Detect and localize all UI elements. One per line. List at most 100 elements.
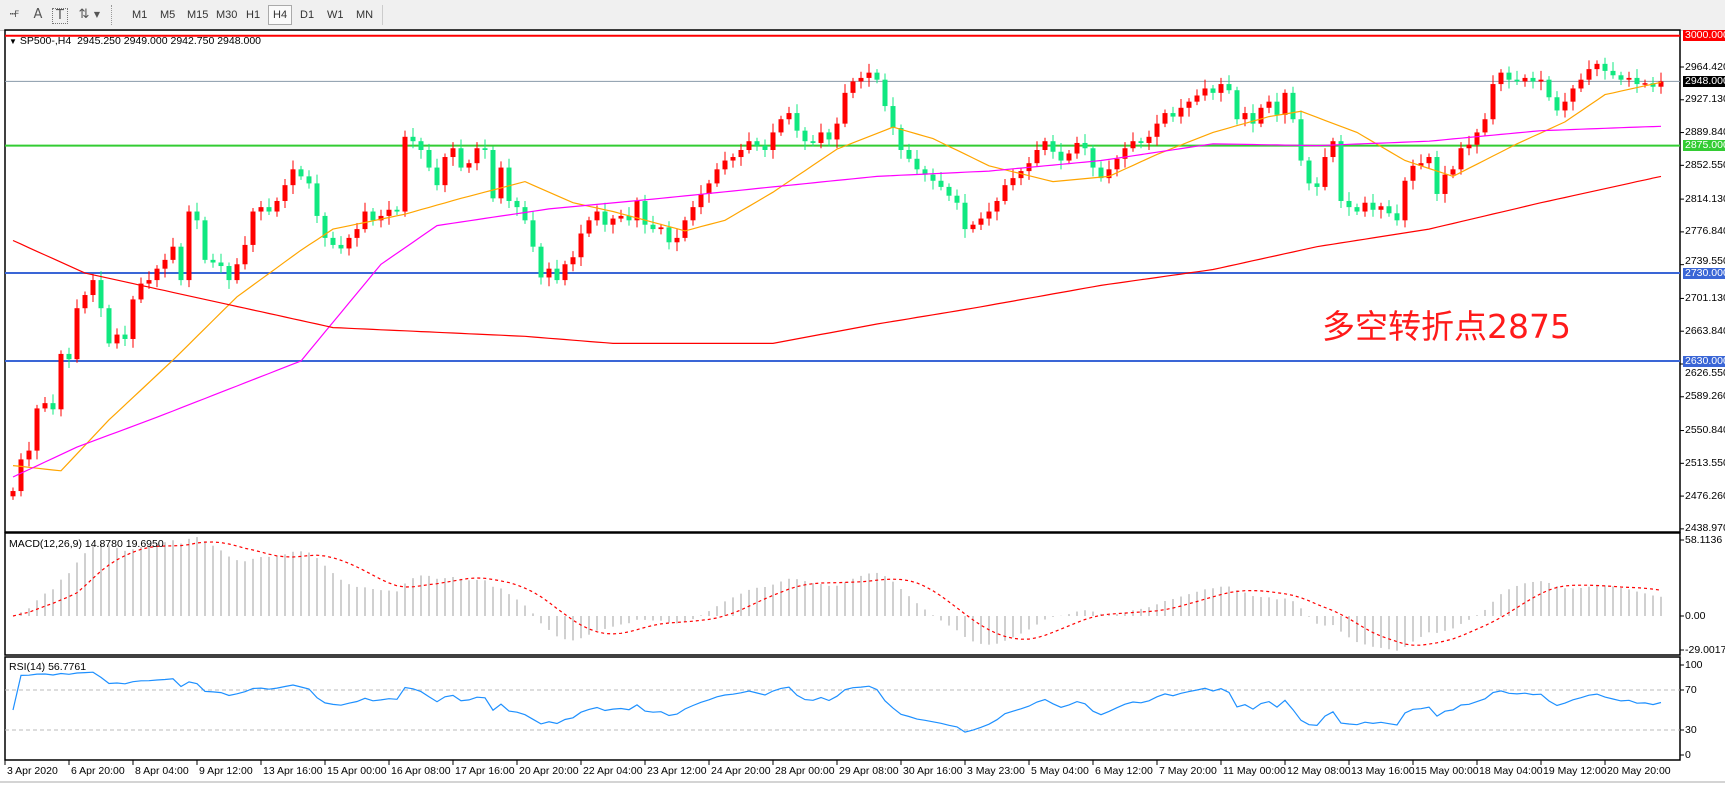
candle-bull: [986, 211, 992, 219]
time-tick-label: 3 May 23:00: [967, 765, 1025, 777]
candle-bear: [522, 207, 528, 221]
candle-bear: [66, 353, 72, 360]
candle-bear: [1530, 77, 1536, 82]
price-tick-label: 2739.550: [1685, 254, 1725, 267]
macd-title: MACD(12,26,9) 14.8780 19.6950: [9, 538, 164, 550]
current-price-label: 2948.000: [1683, 75, 1725, 87]
price-tick-label: 2852.550: [1685, 158, 1725, 171]
candle-bear: [1138, 141, 1144, 143]
ohlc-readout: 2945.250 2949.000 2942.750 2948.000: [77, 35, 261, 47]
text-label-icon[interactable]: T: [52, 8, 68, 24]
candle-bull: [1218, 84, 1224, 93]
candle-bear: [1386, 206, 1392, 214]
candle-bear: [922, 169, 928, 175]
grid-fibo-icon[interactable]: ┅F: [9, 10, 20, 20]
price-tick-label: 2550.840: [1685, 424, 1725, 436]
timeframe-m1[interactable]: M1: [132, 9, 148, 21]
time-tick-label: 20 Apr 20:00: [519, 765, 579, 777]
timeframe-m5[interactable]: M5: [160, 9, 176, 21]
arrows-icon[interactable]: ⇅: [78, 7, 90, 22]
timeframe-m30[interactable]: M30: [216, 9, 238, 21]
price-tick-label: 2927.130: [1685, 93, 1725, 106]
timeframe-mn[interactable]: MN: [356, 9, 374, 21]
candle-bull: [674, 237, 680, 243]
candle-bull: [570, 257, 576, 265]
candle-bull: [1562, 101, 1568, 111]
time-tick-label: 15 Apr 00:00: [327, 765, 387, 777]
candle-bull: [994, 200, 1000, 212]
candle-bull: [738, 149, 744, 158]
candle-bull: [1322, 157, 1328, 187]
timeframe-h4[interactable]: H4: [268, 5, 293, 25]
candle-bull: [594, 211, 600, 221]
candle-bear: [1090, 148, 1096, 168]
time-tick-label: 5 May 04:00: [1031, 765, 1089, 777]
candle-bear: [1314, 183, 1320, 187]
time-tick-label: 8 Apr 04:00: [135, 765, 189, 777]
symbol-label: SP500-,H4: [19, 35, 72, 47]
chevron-down-icon[interactable]: ▼: [93, 10, 101, 19]
moving-average-line-1: [12, 125, 1662, 478]
timeframe-m15[interactable]: M15: [187, 9, 209, 21]
candle-bear: [1618, 75, 1624, 80]
price-line-label: 3000.000: [1683, 30, 1725, 42]
timeframe-d1[interactable]: D1: [300, 9, 315, 21]
candle-bear: [1050, 141, 1056, 152]
candle-bull: [274, 200, 280, 212]
candle-bear: [1554, 97, 1560, 111]
time-tick-label: 3 Apr 2020: [7, 765, 58, 777]
candle-bear: [122, 334, 128, 339]
candle-bull: [1106, 169, 1112, 179]
candle-bull: [1266, 101, 1272, 108]
toolbar: ┅F A T ⇅ ▼ M1 M5 M15 M30 H1 H4 D1 W1 MN: [0, 0, 1725, 31]
time-tick-label: 17 Apr 16:00: [455, 765, 515, 777]
candle-bull: [170, 246, 176, 260]
candle-bull: [690, 207, 696, 221]
candle-bull: [18, 459, 24, 492]
candle-bear: [962, 202, 968, 230]
timeframe-h1[interactable]: H1: [246, 9, 261, 21]
candle-bull: [1242, 113, 1248, 120]
candle-bear: [890, 106, 896, 129]
candle-bull: [562, 264, 568, 281]
candle-bull: [1122, 148, 1128, 159]
time-tick-label: 7 May 20:00: [1159, 765, 1217, 777]
timeframe-w1[interactable]: W1: [327, 9, 344, 21]
collapse-triangle-icon[interactable]: ▼: [9, 37, 17, 46]
time-tick-label: 22 Apr 04:00: [583, 765, 643, 777]
candle-bull: [970, 224, 976, 230]
candle-bear: [298, 169, 304, 177]
chart-annotation[interactable]: 多空转折点2875: [1322, 307, 1571, 346]
candle-bear: [1058, 151, 1064, 161]
candle-bear: [202, 220, 208, 260]
candle-bull: [466, 163, 472, 168]
time-tick-label: 20 May 20:00: [1607, 765, 1671, 777]
candle-bull: [258, 207, 264, 212]
time-tick-label: 15 May 00:00: [1415, 765, 1479, 777]
candle-bear: [426, 149, 432, 168]
candle-bull: [1418, 163, 1424, 166]
candle-bull: [1362, 202, 1368, 212]
chart-header: ▼ SP500-,H4 2945.250 2949.000 2942.750 2…: [9, 35, 261, 48]
candle-bull: [610, 218, 616, 225]
candle-bull: [1482, 119, 1488, 133]
candle-bear: [1098, 167, 1104, 179]
candle-bear: [762, 145, 768, 150]
rsi-title: RSI(14) 56.7761: [9, 661, 87, 673]
candle-bull: [250, 211, 256, 245]
candle-bull: [1258, 107, 1264, 124]
candle-bull: [586, 220, 592, 234]
text-icon[interactable]: A: [33, 7, 43, 22]
candle-bear: [666, 227, 672, 243]
candle-bear: [1370, 202, 1376, 210]
candle-bull: [1402, 180, 1408, 221]
candle-bull: [746, 141, 752, 150]
candle-bear: [1394, 213, 1400, 221]
candle-bull: [778, 119, 784, 133]
candle-bear: [650, 224, 656, 230]
price-tick-label: 2513.550: [1685, 456, 1725, 469]
candle-bull: [82, 295, 88, 309]
rsi-tick-label: 70: [1685, 683, 1697, 696]
candle-bear: [954, 195, 960, 203]
